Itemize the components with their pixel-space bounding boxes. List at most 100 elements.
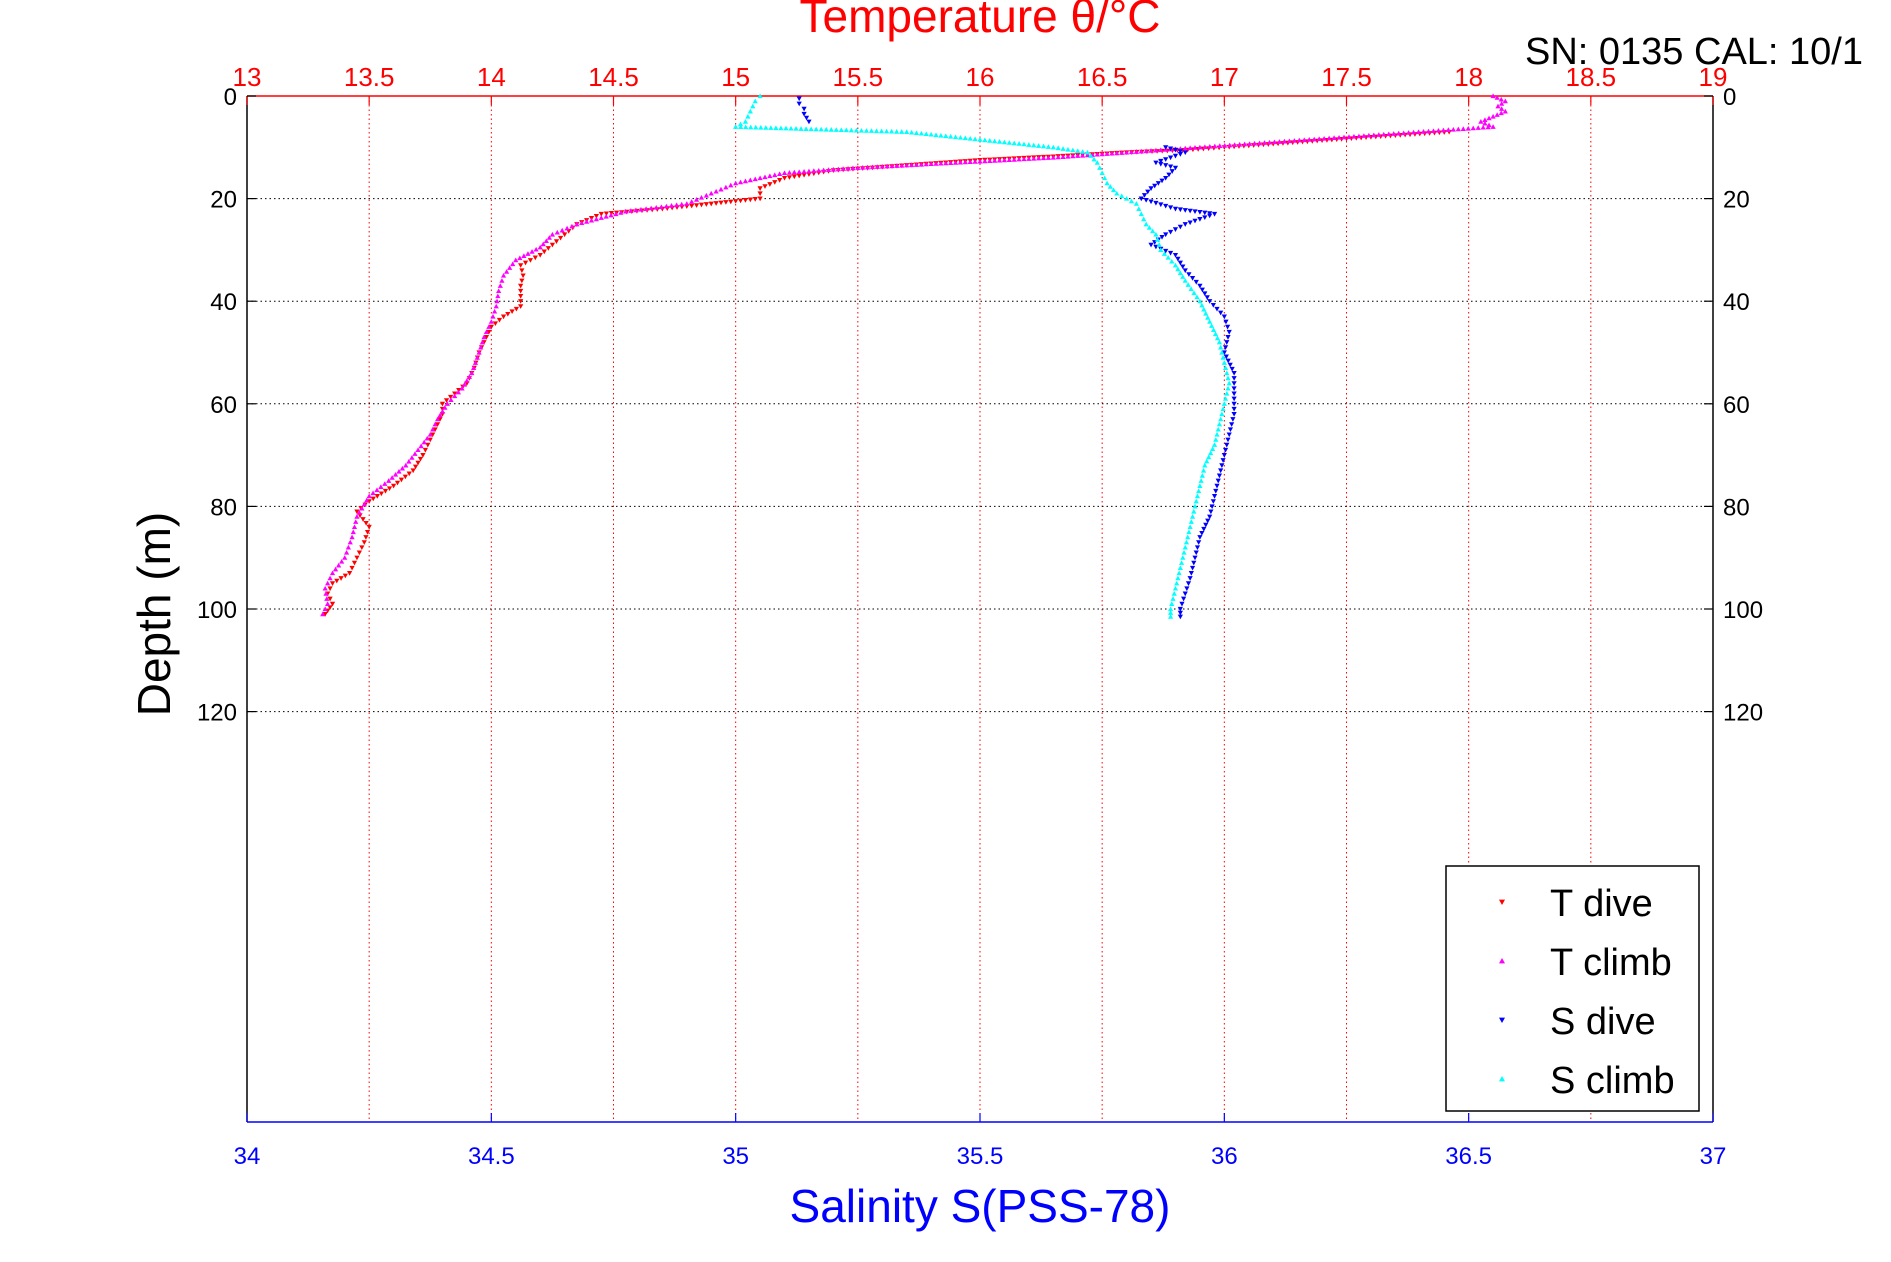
data-point	[471, 365, 477, 370]
data-point	[415, 447, 421, 453]
data-point	[1080, 149, 1086, 154]
data-point	[363, 520, 369, 526]
data-point	[1011, 140, 1017, 146]
data-point	[1182, 544, 1188, 550]
right-axis-tick-label: 60	[1723, 392, 1750, 419]
data-point	[952, 160, 959, 165]
data-point	[689, 203, 695, 209]
data-point	[1214, 483, 1220, 489]
top-axis-tick-label: 14	[477, 62, 506, 92]
data-point	[584, 219, 590, 224]
data-point	[1224, 390, 1230, 396]
data-point	[1080, 152, 1086, 158]
data-point	[1222, 396, 1229, 401]
data-point	[1167, 164, 1174, 170]
data-point	[803, 115, 810, 121]
data-point	[399, 465, 405, 471]
data-point	[1180, 555, 1186, 560]
data-point	[1223, 319, 1229, 325]
data-point	[698, 194, 705, 200]
data-point	[1174, 580, 1180, 586]
data-point	[354, 514, 360, 519]
data-point	[1499, 101, 1505, 106]
data-point	[557, 235, 564, 241]
data-point	[444, 401, 450, 406]
top-axis-tick-label: 15	[721, 62, 750, 92]
data-point	[1163, 203, 1169, 209]
data-point	[813, 126, 819, 132]
data-point	[823, 126, 829, 132]
data-point	[327, 605, 333, 610]
data-point	[370, 490, 376, 496]
data-point	[967, 135, 973, 141]
data-point	[366, 493, 372, 499]
data-point	[443, 398, 450, 403]
data-point	[1175, 575, 1181, 581]
data-point	[1495, 103, 1501, 109]
data-point	[786, 170, 793, 175]
data-point	[520, 273, 526, 279]
data-point	[777, 171, 783, 177]
data-point	[1177, 614, 1183, 620]
legend-marker	[1499, 1017, 1505, 1023]
data-point	[569, 223, 575, 229]
data-point	[613, 211, 619, 217]
data-point	[1177, 224, 1183, 230]
data-point	[873, 128, 880, 134]
data-point	[633, 207, 639, 213]
data-point	[1192, 209, 1198, 215]
data-point	[767, 173, 773, 179]
data-point	[879, 163, 885, 169]
data-point	[598, 215, 604, 220]
top-axis-tick-label: 13	[233, 62, 262, 92]
data-point	[545, 246, 551, 251]
data-point	[513, 257, 519, 263]
data-point	[1209, 323, 1215, 328]
data-point	[1415, 129, 1422, 135]
data-point	[798, 126, 804, 131]
data-point	[1177, 207, 1183, 213]
data-point	[1482, 120, 1488, 126]
data-point	[386, 486, 393, 492]
data-point	[1231, 411, 1237, 417]
data-point	[987, 158, 993, 163]
data-point	[757, 175, 763, 181]
data-point	[848, 127, 854, 133]
data-point	[884, 163, 890, 169]
data-point	[982, 158, 988, 164]
data-point	[1153, 231, 1159, 237]
data-point	[1498, 110, 1504, 116]
data-point	[777, 178, 783, 183]
data-point	[527, 258, 534, 263]
data-point	[1227, 362, 1233, 368]
data-point	[1482, 117, 1488, 123]
data-point	[1490, 93, 1496, 99]
data-point	[1128, 149, 1135, 155]
data-point	[1040, 143, 1047, 149]
data-point	[1170, 596, 1176, 601]
data-point	[1202, 210, 1208, 216]
data-point	[332, 566, 339, 572]
data-point	[801, 172, 807, 178]
data-point	[1326, 135, 1332, 141]
data-point	[1193, 498, 1199, 504]
left-axis-tick-label: 60	[210, 392, 237, 419]
data-point	[488, 319, 494, 324]
data-point	[464, 378, 470, 383]
data-point	[1158, 147, 1164, 153]
data-point	[437, 417, 443, 422]
data-point	[519, 268, 525, 274]
data-point	[549, 231, 556, 237]
data-point	[943, 133, 949, 139]
data-point	[1460, 126, 1466, 131]
data-point	[1158, 161, 1164, 167]
data-point	[1231, 381, 1237, 386]
data-point	[801, 106, 807, 112]
data-point	[398, 477, 405, 483]
data-point	[593, 213, 599, 219]
data-point	[874, 164, 880, 169]
data-point	[349, 534, 355, 540]
top-axis-tick-label: 18	[1454, 62, 1483, 92]
data-point	[1226, 432, 1232, 438]
data-point	[518, 293, 524, 299]
